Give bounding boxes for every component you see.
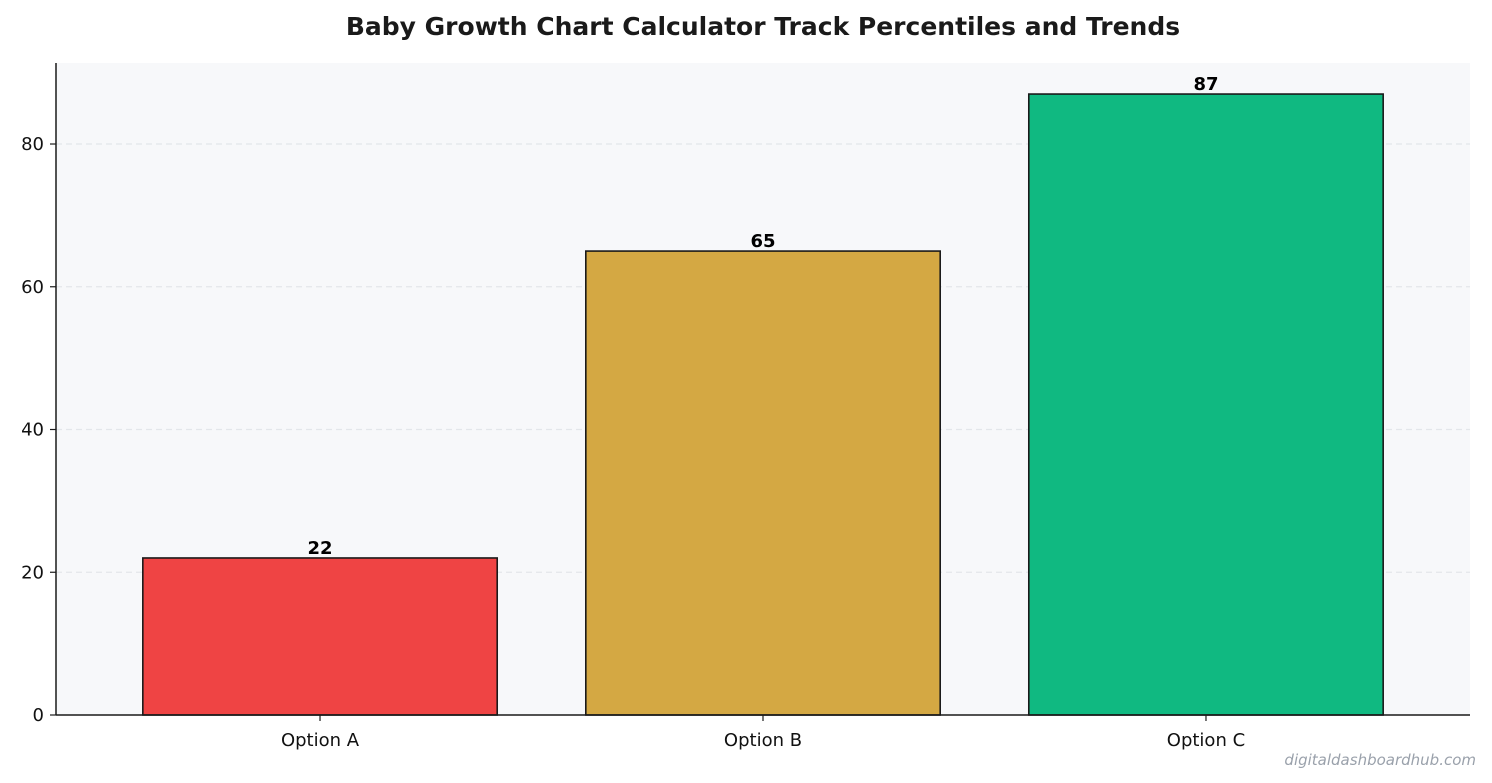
y-tick-label: 80	[21, 134, 44, 155]
bars	[142, 93, 1384, 716]
x-tick-label: Option C	[1167, 730, 1245, 751]
bar-option-b	[585, 250, 941, 716]
labels: 22 Option A 65 Option B 87 Option C	[281, 74, 1245, 751]
watermark-text: digitaldashboardhub.com	[1284, 751, 1476, 769]
value-label: 87	[1193, 74, 1218, 95]
x-tick-label: Option A	[281, 730, 360, 751]
x-tick-label: Option B	[724, 730, 802, 751]
chart-title: Baby Growth Chart Calculator Track Perce…	[346, 12, 1180, 41]
value-label: 22	[307, 538, 332, 559]
y-tick-label: 0	[33, 705, 44, 726]
bar-option-a	[142, 557, 499, 716]
y-tick-label: 20	[21, 562, 44, 583]
y-tick-label: 60	[21, 277, 44, 298]
y-tick-label: 40	[21, 420, 44, 441]
value-label: 65	[750, 231, 775, 252]
bar-option-c	[1027, 93, 1384, 716]
